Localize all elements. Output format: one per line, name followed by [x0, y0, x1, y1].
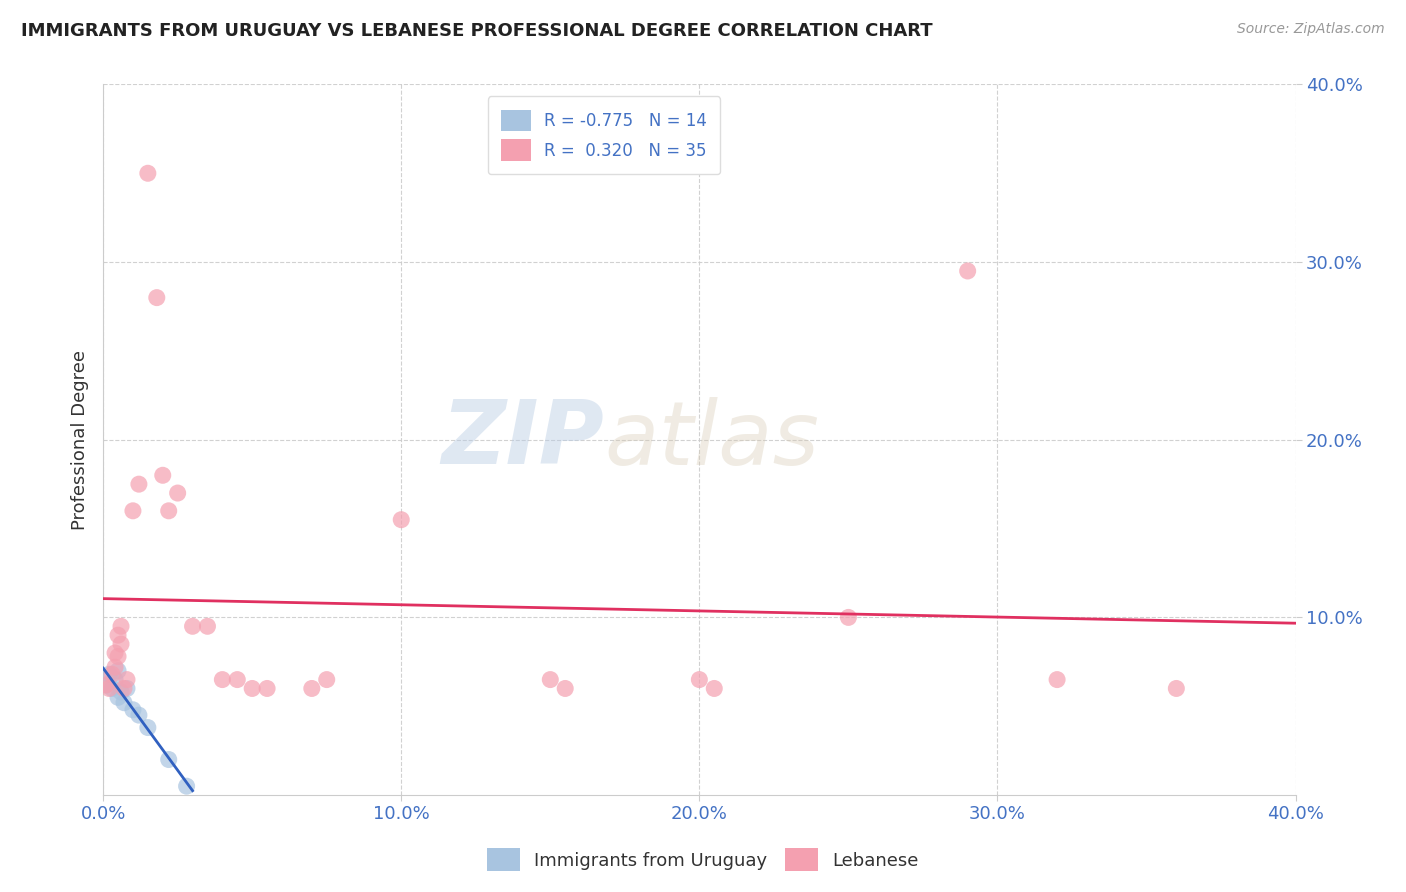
Point	[107, 690, 129, 705]
Point	[128, 708, 150, 723]
Point	[166, 486, 188, 500]
Point	[94, 678, 117, 692]
Point	[101, 681, 124, 696]
Point	[136, 721, 159, 735]
Point	[554, 681, 576, 696]
Point	[956, 264, 979, 278]
Point	[104, 673, 127, 687]
Point	[110, 619, 132, 633]
Legend: Immigrants from Uruguay, Lebanese: Immigrants from Uruguay, Lebanese	[479, 841, 927, 879]
Point	[181, 619, 204, 633]
Y-axis label: Professional Degree: Professional Degree	[72, 350, 89, 530]
Text: atlas: atlas	[605, 397, 818, 483]
Point	[688, 673, 710, 687]
Point	[110, 685, 132, 699]
Point	[98, 667, 121, 681]
Text: IMMIGRANTS FROM URUGUAY VS LEBANESE PROFESSIONAL DEGREE CORRELATION CHART: IMMIGRANTS FROM URUGUAY VS LEBANESE PROF…	[21, 22, 932, 40]
Point	[176, 779, 198, 793]
Point	[122, 703, 145, 717]
Point	[112, 696, 135, 710]
Point	[157, 752, 180, 766]
Point	[389, 513, 412, 527]
Point	[157, 504, 180, 518]
Point	[703, 681, 725, 696]
Point	[256, 681, 278, 696]
Point	[240, 681, 263, 696]
Point	[1046, 673, 1069, 687]
Point	[112, 681, 135, 696]
Point	[538, 673, 561, 687]
Point	[107, 664, 129, 678]
Point	[122, 504, 145, 518]
Point	[115, 681, 138, 696]
Point	[226, 673, 249, 687]
Point	[98, 681, 121, 696]
Point	[837, 610, 859, 624]
Point	[152, 468, 174, 483]
Point	[94, 678, 117, 692]
Point	[128, 477, 150, 491]
Point	[110, 637, 132, 651]
Text: ZIP: ZIP	[441, 396, 605, 483]
Text: Source: ZipAtlas.com: Source: ZipAtlas.com	[1237, 22, 1385, 37]
Legend: R = -0.775   N = 14, R =  0.320   N = 35: R = -0.775 N = 14, R = 0.320 N = 35	[488, 96, 720, 174]
Point	[211, 673, 233, 687]
Point	[104, 660, 127, 674]
Point	[301, 681, 323, 696]
Point	[315, 673, 337, 687]
Point	[146, 291, 169, 305]
Point	[136, 166, 159, 180]
Point	[101, 667, 124, 681]
Point	[107, 628, 129, 642]
Point	[115, 673, 138, 687]
Point	[107, 649, 129, 664]
Point	[1166, 681, 1188, 696]
Point	[104, 646, 127, 660]
Point	[197, 619, 219, 633]
